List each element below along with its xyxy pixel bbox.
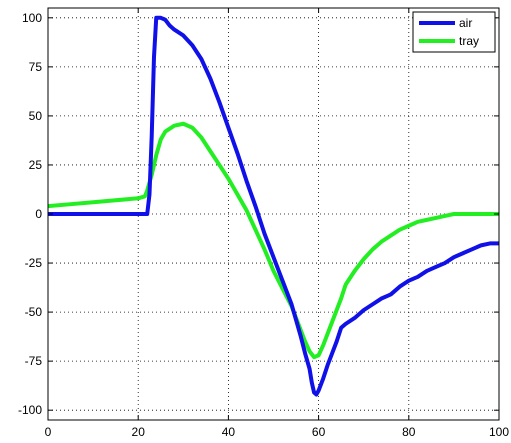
y-tick-label: 75 (29, 60, 43, 74)
y-tick-label: 100 (22, 11, 42, 25)
x-tick-label: 20 (132, 425, 146, 439)
y-tick-label: -25 (25, 256, 43, 270)
y-tick-label: 0 (35, 207, 42, 221)
x-tick-label: 100 (489, 425, 509, 439)
legend: air tray (412, 11, 496, 53)
y-tick-label: -100 (18, 403, 42, 417)
data-series (47, 15, 499, 397)
x-tick-label: 0 (45, 425, 52, 439)
x-tick-label: 40 (222, 425, 236, 439)
legend-box (412, 11, 496, 53)
series-line-tray (47, 121, 499, 360)
axis-ticks: 0 20 40 60 80 100 100 75 50 25 0 -25 -50 -75 -100 (18, 8, 509, 439)
x-tick-label: 60 (312, 425, 326, 439)
y-tick-label: 25 (29, 158, 43, 172)
series-line-air (48, 15, 499, 397)
legend-label-tray: tray (459, 34, 479, 48)
x-tick-label: 80 (402, 425, 416, 439)
y-tick-label: 50 (29, 109, 43, 123)
legend-label-air: air (459, 16, 472, 30)
y-tick-label: -75 (25, 354, 43, 368)
y-tick-label: -50 (25, 305, 43, 319)
